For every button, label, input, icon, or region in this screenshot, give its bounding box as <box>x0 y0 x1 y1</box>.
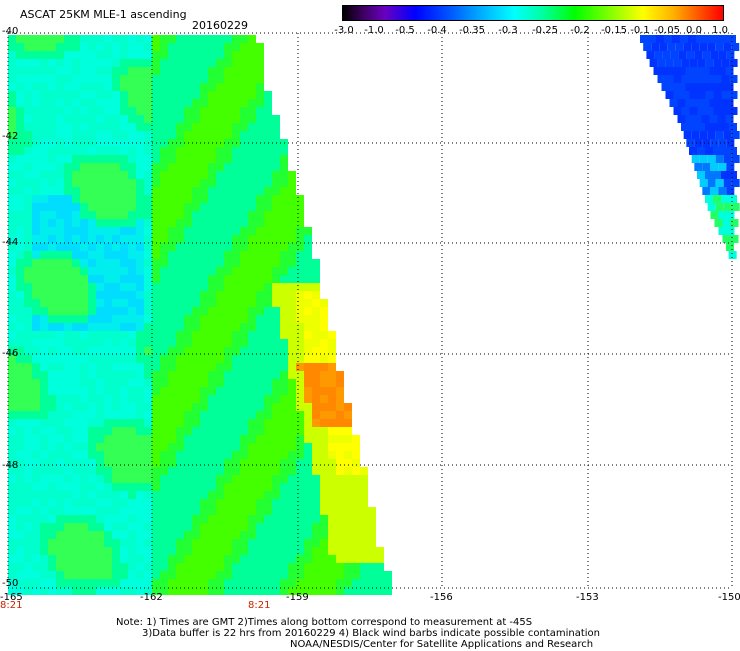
swath-right <box>640 35 740 259</box>
map-title: ASCAT 25KM MLE-1 ascending <box>20 8 187 21</box>
time-label: 8:21 <box>0 600 23 611</box>
colorbar-label: -0.3 <box>498 25 518 36</box>
colorbar-label: -0.1 <box>630 25 650 36</box>
note-line-2: 3)Data buffer is 22 hrs from 20160229 4)… <box>142 628 600 639</box>
lon-label: -159 <box>286 592 309 603</box>
lat-label: -50 <box>2 578 19 589</box>
grid-lines <box>7 32 733 589</box>
note-line-1: Note: 1) Times are GMT 2)Times along bot… <box>116 617 533 628</box>
colorbar-label: -0.5 <box>395 25 415 36</box>
lat-label: -48 <box>2 460 19 471</box>
colorbar-label: -0.35 <box>459 25 485 36</box>
colorbar-label: 0.0 <box>686 25 702 36</box>
time-label: 8:21 <box>248 600 271 611</box>
lon-label: -156 <box>430 592 453 603</box>
colorbar-label: 1.0 <box>712 25 728 36</box>
lat-label: -46 <box>2 348 19 359</box>
lat-label: -40 <box>2 26 19 37</box>
colorbar-label: -0.4 <box>427 25 447 36</box>
lon-label: -153 <box>576 592 599 603</box>
lat-label: -42 <box>2 131 19 142</box>
colorbar-label: -0.05 <box>654 25 680 36</box>
lon-label: -150 <box>718 592 740 603</box>
lon-label: -165 <box>0 592 23 603</box>
lat-label: -44 <box>2 237 19 248</box>
colorbar-label: -3.0 <box>334 25 354 36</box>
lon-label: -162 <box>140 592 163 603</box>
colorbar-label: -0.2 <box>570 25 590 36</box>
note-line-3: NOAA/NESDIS/Center for Satellite Applica… <box>290 639 594 650</box>
colorbar <box>342 5 724 21</box>
colorbar-label: -0.25 <box>532 25 558 36</box>
colorbar-label: -0.15 <box>601 25 627 36</box>
swath-left <box>8 35 392 595</box>
colorbar-label: -1.0 <box>364 25 384 36</box>
map-date: 20160229 <box>192 19 248 32</box>
